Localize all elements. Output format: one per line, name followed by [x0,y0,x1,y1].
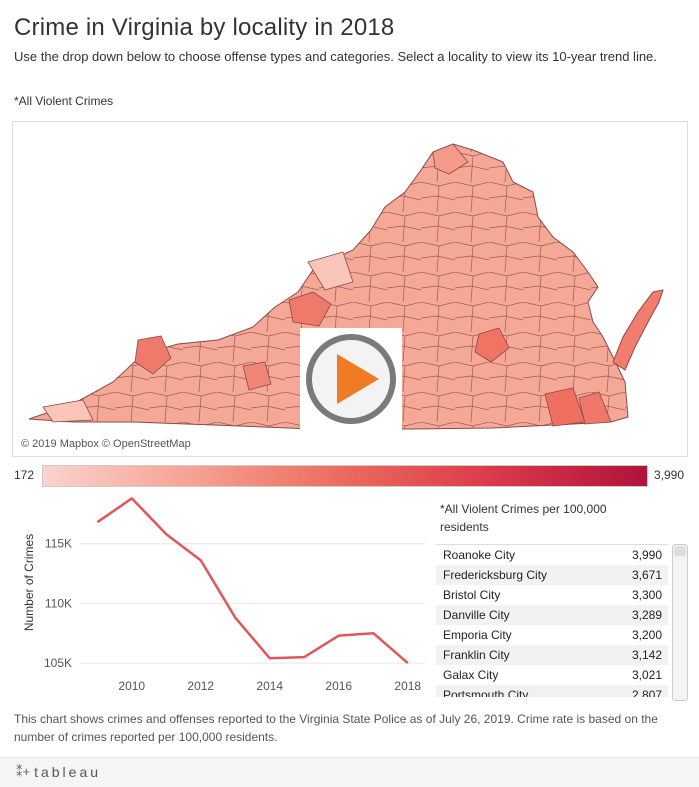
locality-name: Bristol City [443,588,501,602]
tableau-cross-icon: ⁑+ [16,764,31,779]
y-tick-label: 110K [45,596,72,610]
footnote: This chart shows crimes and offenses rep… [14,712,658,744]
crime-rate-value: 3,990 [631,548,662,562]
play-icon[interactable] [300,328,402,430]
table-title: *All Violent Crimes per 100,000 resident… [440,502,607,534]
page-title: Crime in Virginia by locality in 2018 [14,14,395,41]
crime-rate-value: 3,142 [631,648,662,662]
data-point[interactable] [301,654,307,660]
data-point[interactable] [198,557,204,563]
locality-highlight[interactable] [307,251,354,291]
data-point[interactable] [129,495,135,501]
crime-rate-value: 3,200 [631,628,662,642]
table-row[interactable]: Roanoke City 3,990 [436,545,668,565]
table-row[interactable]: Portsmouth City 2,807 [436,685,668,697]
locality-name: Galax City [443,668,499,682]
table-row[interactable]: Bristol City 3,300 [436,585,668,605]
data-point[interactable] [336,633,342,639]
locality-name: Fredericksburg City [443,568,548,582]
data-point[interactable] [267,655,273,661]
page-subtitle: Use the drop down below to choose offens… [14,49,657,64]
crime-rate-value: 2,807 [631,688,662,697]
locality-highlight[interactable] [432,143,469,175]
x-tick-label: 2012 [187,679,214,693]
scrollbar-thumb[interactable] [674,546,686,556]
locality-name: Emporia City [443,628,512,642]
x-tick-label: 2010 [118,679,145,693]
crime-rate-value: 3,671 [631,568,662,582]
legend-max: 3,990 [653,468,684,482]
locality-highlight[interactable] [578,391,612,425]
table-row[interactable]: Danville City 3,289 [436,605,668,625]
tableau-brand: tableau [34,764,102,780]
locality-name: Danville City [443,608,510,622]
data-point[interactable] [232,615,238,621]
crime-rate-value: 3,289 [631,608,662,622]
ranking-table[interactable]: Roanoke City 3,990 Fredericksburg City 3,67… [436,544,668,697]
trend-line-chart[interactable]: Number of Crimes 105K 110K 115K 2010 2012 201… [0,490,430,700]
map-credit: © 2019 Mapbox © OpenStreetMap [21,438,191,450]
color-legend: 172 3,990 [12,464,686,487]
table-row[interactable]: Franklin City 3,142 [436,645,668,665]
data-point[interactable] [370,630,376,636]
locality-highlight[interactable] [288,291,332,327]
offense-filter-label[interactable]: *All Violent Crimes [14,94,114,108]
eastern-shore-shape[interactable] [612,289,664,371]
table-row[interactable]: Fredericksburg City 3,671 [436,565,668,585]
y-axis-label: Number of Crimes [22,534,36,631]
x-tick-label: 2018 [394,679,421,693]
series-points [94,495,411,666]
table-row[interactable]: Galax City 3,021 [436,665,668,685]
tableau-logo[interactable]: ⁑+ tableau [16,764,101,780]
grid-lines [80,543,425,664]
play-button[interactable] [300,328,402,430]
virginia-locality-map[interactable]: © 2019 Mapbox © OpenStreetMap [12,121,688,457]
map-svg[interactable] [13,122,687,456]
data-point[interactable] [405,660,411,666]
crimes-series-line[interactable] [96,497,409,665]
table-scrollbar[interactable] [672,544,688,701]
data-point[interactable] [163,531,169,537]
locality-name: Portsmouth City [443,688,529,697]
crime-rate-value: 3,300 [631,588,662,602]
tableau-footer: ⁑+ tableau [0,757,699,787]
x-tick-label: 2016 [325,679,352,693]
y-tick-label: 105K [44,656,72,670]
locality-highlight[interactable] [134,335,172,375]
axis-ticks: 105K 110K 115K 2010 2012 2014 2016 2018 [44,537,421,693]
locality-name: Roanoke City [443,548,516,562]
ranking-table-panel: *All Violent Crimes per 100,000 resident… [436,496,688,702]
locality-highlight[interactable] [474,327,510,363]
crime-rate-value: 3,021 [631,668,662,682]
locality-highlight[interactable] [42,399,94,423]
legend-gradient-bar [42,465,648,487]
data-point[interactable] [94,519,100,525]
legend-min: 172 [14,468,35,482]
locality-name: Franklin City [443,648,510,662]
locality-highlight[interactable] [242,361,272,391]
table-row[interactable]: Emporia City 3,200 [436,625,668,645]
y-tick-label: 115K [45,537,72,551]
x-tick-label: 2014 [256,679,283,693]
